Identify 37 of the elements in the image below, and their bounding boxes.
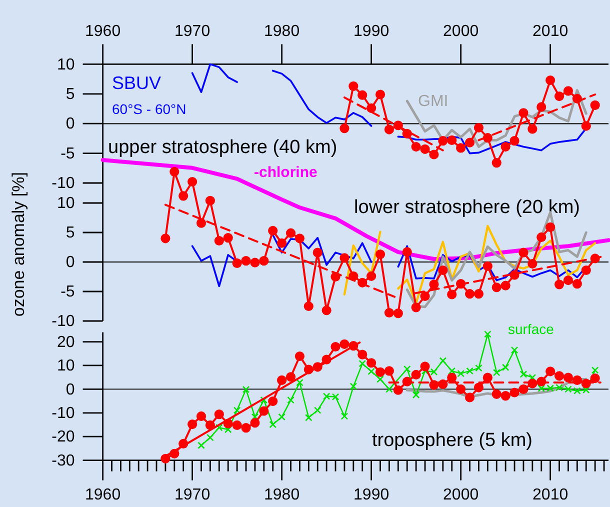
y-tick-label: 5 bbox=[66, 86, 75, 104]
text: upper stratosphere (40 km) bbox=[108, 137, 338, 158]
x-tick-label: 1980 bbox=[264, 486, 300, 504]
x2-tick-label: 1980 bbox=[264, 23, 300, 40]
series-label: surface bbox=[508, 321, 554, 337]
y-tick-label: 10 bbox=[57, 358, 75, 375]
x-tick-label: 2000 bbox=[443, 486, 479, 504]
x2-tick-label: 1960 bbox=[85, 23, 121, 40]
y-axis-title: ozone anomaly [%] bbox=[9, 172, 28, 317]
x-tick-label: 1970 bbox=[174, 486, 210, 504]
series-label: -chlorine bbox=[254, 164, 318, 181]
y-tick-label: -20 bbox=[52, 428, 75, 446]
text: lower stratosphere (20 km) bbox=[354, 197, 580, 218]
series-label: SBUV bbox=[112, 73, 162, 93]
y-tick-label: 10 bbox=[57, 56, 75, 74]
x2-tick-label: 2000 bbox=[443, 23, 479, 40]
x2-tick-label: 1970 bbox=[174, 23, 210, 40]
y-tick-label: 0 bbox=[66, 116, 75, 133]
y-tick-label: 20 bbox=[57, 334, 75, 351]
y-tick-label: 0 bbox=[66, 381, 75, 398]
x2-tick-label: 2010 bbox=[532, 23, 568, 40]
y-tick-label: 5 bbox=[66, 224, 75, 242]
x-tick-label: 1960 bbox=[85, 486, 121, 504]
y-tick-label: 0 bbox=[66, 254, 75, 272]
y-tick-label: 10 bbox=[57, 195, 75, 212]
y-tick-label: -5 bbox=[60, 284, 75, 301]
annotation: 60°S - 60°N bbox=[112, 101, 186, 117]
y-tick-label: -10 bbox=[52, 313, 75, 330]
x-tick-label: 1990 bbox=[354, 486, 390, 504]
y-tick-label: -5 bbox=[60, 145, 75, 162]
y-tick-label: -10 bbox=[52, 175, 75, 192]
x-tick-label: 2010 bbox=[532, 486, 568, 504]
y-tick-label: -10 bbox=[52, 405, 75, 422]
y-tick-label: -30 bbox=[52, 452, 75, 470]
series-label: GMI bbox=[418, 93, 448, 110]
text: troposphere (5 km) bbox=[372, 430, 533, 451]
x2-tick-label: 1990 bbox=[354, 23, 390, 40]
